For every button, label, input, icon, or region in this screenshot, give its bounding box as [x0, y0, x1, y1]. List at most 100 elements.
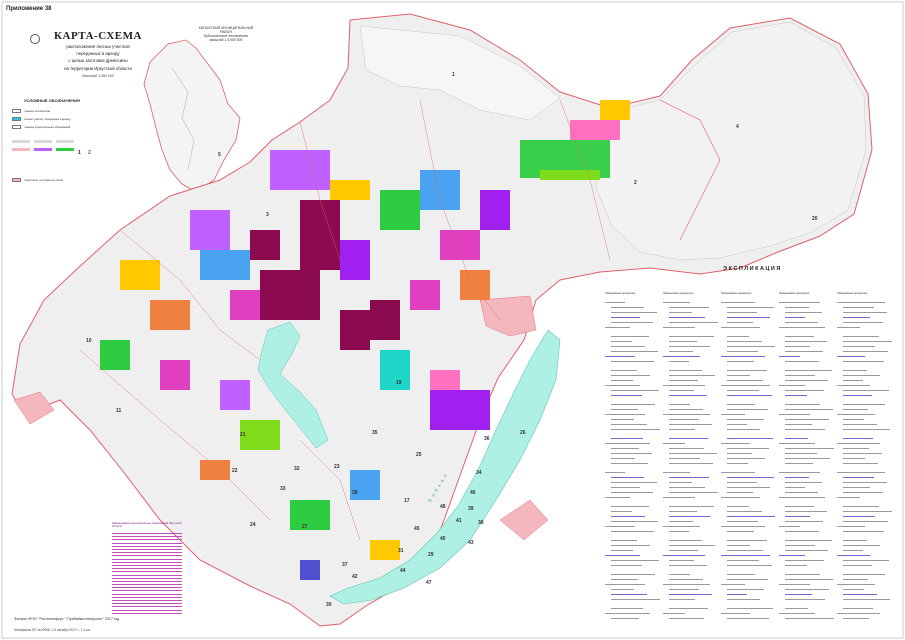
explication-line	[721, 613, 750, 614]
explication-line	[611, 545, 650, 546]
municipality-item	[112, 612, 182, 615]
explication-line	[785, 322, 818, 323]
explication-line	[669, 565, 707, 566]
municipality-line	[112, 542, 182, 544]
municipality-line	[112, 564, 182, 566]
map-number-label: 2	[634, 180, 637, 186]
explication-line	[727, 307, 774, 308]
explication-line	[779, 443, 815, 444]
municipality-item	[112, 548, 182, 551]
municipality-item	[112, 586, 182, 589]
explication-line	[727, 361, 754, 362]
explication-line	[779, 385, 805, 386]
explication-line	[843, 506, 879, 507]
legend-label: границы лесничества	[24, 109, 50, 113]
explication-line	[843, 380, 863, 381]
explication-line	[611, 458, 635, 459]
map-number-label: 17	[404, 498, 410, 504]
municipality-item	[112, 538, 182, 541]
explication-line	[669, 453, 717, 454]
explication-line	[611, 322, 653, 323]
explication-line	[727, 521, 758, 522]
explication-line	[727, 336, 749, 337]
municipality-line	[112, 596, 182, 598]
explication-line	[785, 550, 828, 551]
municipality-item	[112, 577, 182, 580]
explication-column-header: Наименование арендатора	[721, 292, 752, 295]
explication-line	[779, 302, 820, 303]
explication-line	[727, 448, 769, 449]
explication-line	[837, 443, 880, 444]
explication-line	[721, 302, 755, 303]
explication-line	[727, 438, 773, 439]
explication-line	[843, 424, 877, 425]
explication-line	[837, 497, 860, 498]
municipality-list-title: Наименование муниципальных образований И…	[112, 522, 182, 528]
legend-number-2: 2	[88, 150, 91, 156]
explication-line	[785, 565, 807, 566]
map-number-label: 33	[280, 486, 286, 492]
map-number-label: 37	[342, 562, 348, 568]
explication-line	[669, 608, 708, 609]
explication-line	[669, 599, 695, 600]
explication-line	[727, 574, 755, 575]
municipality-line	[112, 574, 182, 576]
explication-line	[611, 380, 633, 381]
municipality-item	[112, 542, 182, 545]
explication-line	[669, 492, 718, 493]
explication-line	[669, 482, 692, 483]
municipality-item	[112, 564, 182, 567]
explication-line	[843, 390, 889, 391]
explication-line	[669, 380, 698, 381]
explication-line	[727, 482, 757, 483]
explication-line	[669, 336, 714, 337]
explication-line	[611, 506, 649, 507]
explication-line	[727, 429, 760, 430]
explication-line	[611, 565, 642, 566]
municipality-item	[112, 593, 182, 596]
explication-line	[843, 487, 870, 488]
explication-line	[611, 482, 657, 483]
explication-line	[605, 385, 640, 386]
map-number-label: 23	[334, 464, 340, 470]
municipality-line	[112, 539, 182, 541]
legend-swatch	[12, 117, 21, 121]
explication-line	[727, 560, 759, 561]
explication-line	[611, 492, 653, 493]
map-number-label: 45	[414, 526, 420, 532]
municipality-line	[112, 580, 182, 582]
explication-line	[785, 375, 815, 376]
municipality-item	[112, 532, 182, 535]
municipality-list: Наименование муниципальных образований И…	[112, 522, 182, 615]
map-number-label: 27	[302, 524, 308, 530]
municipality-line	[112, 603, 182, 605]
explication-line	[611, 531, 654, 532]
explication-line	[727, 531, 754, 532]
explication-line	[663, 555, 705, 556]
explication-line	[785, 579, 833, 580]
explication-line	[843, 574, 885, 575]
explication-line	[785, 477, 809, 478]
explication-line	[669, 560, 694, 561]
explication-line	[779, 526, 800, 527]
footer-credit: Филиал ФГБУ "Рослесинфорг" "Прибайкаллес…	[14, 617, 120, 621]
explication-line	[669, 516, 710, 517]
explication-line	[779, 613, 815, 614]
explication-line	[785, 429, 825, 430]
explication-line	[669, 375, 715, 376]
explication-line	[727, 453, 752, 454]
explication-line	[721, 472, 755, 473]
explication-line	[611, 312, 657, 313]
municipality-item	[112, 583, 182, 586]
explication-line	[785, 336, 814, 337]
explication-line	[611, 589, 634, 590]
explication-line	[843, 336, 879, 337]
explication-line	[843, 322, 883, 323]
explication-line	[785, 380, 828, 381]
explication-line	[605, 302, 625, 303]
map-number-label: 46	[470, 490, 476, 496]
municipality-item	[112, 535, 182, 538]
explication-line	[611, 395, 642, 396]
explication-line	[785, 492, 818, 493]
municipality-line	[112, 558, 182, 560]
